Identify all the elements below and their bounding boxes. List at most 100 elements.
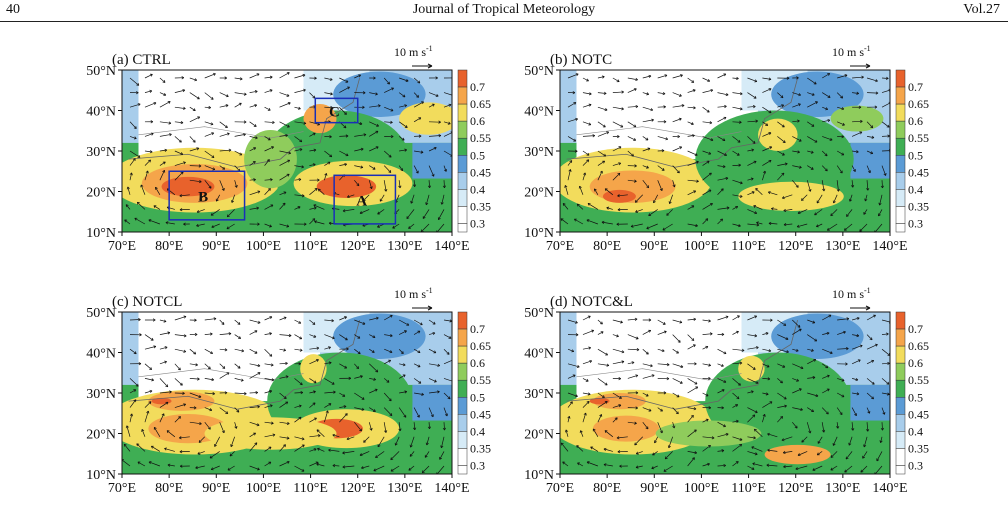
northeast-fill bbox=[771, 314, 863, 359]
x-tick-label: 120°E bbox=[778, 239, 813, 254]
shading-contour bbox=[593, 416, 659, 442]
reference-vector: 10 m s-1 bbox=[832, 286, 871, 310]
x-tick-label: 100°E bbox=[684, 239, 719, 254]
y-tick-label: 20°N bbox=[86, 186, 116, 201]
colorbar-swatch bbox=[458, 431, 467, 448]
x-tick-label: 120°E bbox=[340, 239, 375, 254]
colorbar-label: 0.45 bbox=[470, 165, 491, 179]
colorbar-label: 0.7 bbox=[470, 322, 485, 336]
colorbar-swatch bbox=[896, 223, 905, 232]
reference-vector-exponent: -1 bbox=[864, 44, 871, 53]
colorbar-label: 0.4 bbox=[470, 182, 485, 196]
colorbar-swatch bbox=[458, 155, 467, 172]
reference-vector-label: 10 m s-1 bbox=[394, 286, 433, 301]
colorbar-label: 0.5 bbox=[470, 148, 485, 162]
colorbar-swatch bbox=[458, 363, 467, 380]
colorbar-label: 0.6 bbox=[470, 114, 485, 128]
region-label: B bbox=[198, 190, 208, 206]
colorbar-label: 0.55 bbox=[908, 131, 929, 145]
colorbar-swatch bbox=[458, 397, 467, 414]
x-tick-label: 90°E bbox=[202, 481, 230, 496]
colorbar-label: 0.35 bbox=[908, 199, 929, 213]
colorbar-label: 0.35 bbox=[470, 199, 491, 213]
x-tick-label: 130°E bbox=[387, 481, 422, 496]
colorbar-swatch bbox=[896, 329, 905, 346]
colorbar-label: 0.7 bbox=[470, 80, 485, 94]
y-tick-label: 40°N bbox=[524, 105, 554, 120]
colorbar-label: 0.45 bbox=[908, 165, 929, 179]
x-tick-label: 110°E bbox=[731, 239, 766, 254]
northeast-fill bbox=[333, 314, 425, 359]
colorbar-swatch bbox=[458, 465, 467, 474]
x-tick-label: 70°E bbox=[108, 239, 136, 254]
x-tick-label: 110°E bbox=[293, 239, 328, 254]
colorbar-label: 0.6 bbox=[908, 356, 923, 370]
x-tick-label: 130°E bbox=[825, 481, 860, 496]
x-tick-label: 140°E bbox=[872, 481, 907, 496]
colorbar-label: 0.45 bbox=[908, 407, 929, 421]
x-tick-label: 70°E bbox=[546, 481, 574, 496]
panel-title: (b) NOTC bbox=[550, 52, 612, 68]
colorbar-label: 0.3 bbox=[908, 216, 923, 230]
colorbar-swatch bbox=[458, 206, 467, 223]
colorbar-label: 0.3 bbox=[470, 458, 485, 472]
colorbar-swatch bbox=[458, 172, 467, 189]
x-tick-label: 140°E bbox=[872, 239, 907, 254]
colorbar-swatch bbox=[896, 121, 905, 138]
map-panel: 50°N40°N30°N20°N10°N70°E 80°E 90°E 100°E 110… bbox=[524, 286, 929, 496]
colorbar-swatch bbox=[458, 70, 467, 87]
colorbar-swatch bbox=[458, 346, 467, 363]
reference-vector-label: 10 m s-1 bbox=[832, 286, 871, 301]
reference-vector: 10 m s-1 bbox=[832, 44, 871, 68]
colorbar-swatch bbox=[896, 138, 905, 155]
colorbar-label: 0.5 bbox=[908, 148, 923, 162]
colorbar-label: 0.5 bbox=[908, 390, 923, 404]
colorbar-swatch bbox=[896, 206, 905, 223]
y-tick-label: 30°N bbox=[86, 145, 116, 160]
colorbar-swatch bbox=[896, 312, 905, 329]
colorbar-label: 0.4 bbox=[908, 182, 923, 196]
x-tick-label: 130°E bbox=[387, 239, 422, 254]
panel-title: (d) NOTC&L bbox=[550, 294, 633, 310]
colorbar-swatch bbox=[896, 465, 905, 474]
region-label: A bbox=[356, 194, 367, 210]
colorbar-swatch bbox=[896, 363, 905, 380]
map-panel: 50°N40°N30°N20°N10°N70°E 80°E 90°E 100°E 110… bbox=[86, 286, 491, 496]
map-panel: 50°N40°N30°N20°N10°N70°E 80°E 90°E 100°E 110… bbox=[524, 44, 929, 254]
colorbar-swatch bbox=[458, 87, 467, 104]
reference-vector-label: 10 m s-1 bbox=[832, 44, 871, 59]
colorbar-swatch bbox=[458, 189, 467, 206]
colorbar-swatch bbox=[896, 448, 905, 465]
colorbar-label: 0.6 bbox=[470, 356, 485, 370]
wind-field-shading bbox=[553, 70, 891, 233]
colorbar-swatch bbox=[896, 172, 905, 189]
reference-vector-exponent: -1 bbox=[864, 286, 871, 295]
x-tick-label: 70°E bbox=[108, 481, 136, 496]
shading-contour bbox=[656, 421, 762, 447]
colorbar-label: 0.55 bbox=[470, 131, 491, 145]
map-panel: 50°N40°N30°N20°N10°N70°E 80°E 90°E 100°E 110… bbox=[86, 44, 491, 254]
colorbar-label: 0.4 bbox=[908, 424, 923, 438]
colorbar-swatch bbox=[896, 414, 905, 431]
colorbar-swatch bbox=[458, 223, 467, 232]
x-tick-label: 140°E bbox=[434, 481, 469, 496]
colorbar-swatch bbox=[458, 329, 467, 346]
shading-contour bbox=[300, 354, 326, 383]
shading-contour bbox=[758, 119, 798, 151]
colorbar-swatch bbox=[896, 87, 905, 104]
x-tick-label: 80°E bbox=[593, 481, 621, 496]
shading-contour bbox=[738, 356, 764, 382]
x-tick-label: 90°E bbox=[202, 239, 230, 254]
colorbar-swatch bbox=[458, 104, 467, 121]
y-tick-label: 20°N bbox=[524, 428, 554, 443]
colorbar-swatch bbox=[458, 448, 467, 465]
reference-vector-label: 10 m s-1 bbox=[394, 44, 433, 59]
colorbar-swatch bbox=[896, 346, 905, 363]
x-tick-label: 90°E bbox=[640, 481, 668, 496]
x-tick-label: 80°E bbox=[155, 239, 183, 254]
x-tick-label: 120°E bbox=[340, 481, 375, 496]
colorbar-swatch bbox=[458, 380, 467, 397]
x-tick-label: 130°E bbox=[825, 239, 860, 254]
x-tick-label: 100°E bbox=[684, 481, 719, 496]
